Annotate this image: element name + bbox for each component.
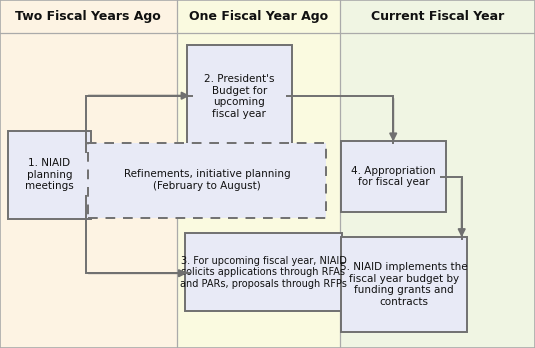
Bar — [340, 0, 535, 348]
FancyBboxPatch shape — [187, 45, 292, 148]
Text: Refinements, initiative planning
(February to August): Refinements, initiative planning (Februa… — [124, 169, 291, 191]
Bar — [0, 0, 177, 348]
FancyBboxPatch shape — [341, 141, 446, 212]
Text: Current Fiscal Year: Current Fiscal Year — [371, 10, 504, 23]
Text: 3. For upcoming fiscal year, NIAID
solicits applications through RFAs
and PARs, : 3. For upcoming fiscal year, NIAID solic… — [180, 256, 347, 289]
FancyArrowPatch shape — [458, 180, 465, 235]
Text: Two Fiscal Years Ago: Two Fiscal Years Ago — [16, 10, 161, 23]
FancyBboxPatch shape — [8, 130, 91, 219]
FancyBboxPatch shape — [185, 233, 342, 311]
Text: 4. Appropriation
for fiscal year: 4. Appropriation for fiscal year — [351, 166, 436, 188]
FancyArrowPatch shape — [390, 98, 396, 140]
Text: One Fiscal Year Ago: One Fiscal Year Ago — [188, 10, 328, 23]
Text: 2. President's
Budget for
upcoming
fiscal year: 2. President's Budget for upcoming fisca… — [204, 74, 274, 119]
FancyBboxPatch shape — [341, 237, 467, 332]
Text: 1. NIAID
planning
meetings: 1. NIAID planning meetings — [25, 158, 74, 191]
FancyArrowPatch shape — [88, 270, 185, 276]
Text: 5. NIAID implements the
fiscal year budget by
funding grants and
contracts: 5. NIAID implements the fiscal year budg… — [340, 262, 468, 307]
FancyArrowPatch shape — [88, 93, 188, 99]
FancyBboxPatch shape — [88, 143, 326, 218]
Bar — [177, 0, 340, 348]
